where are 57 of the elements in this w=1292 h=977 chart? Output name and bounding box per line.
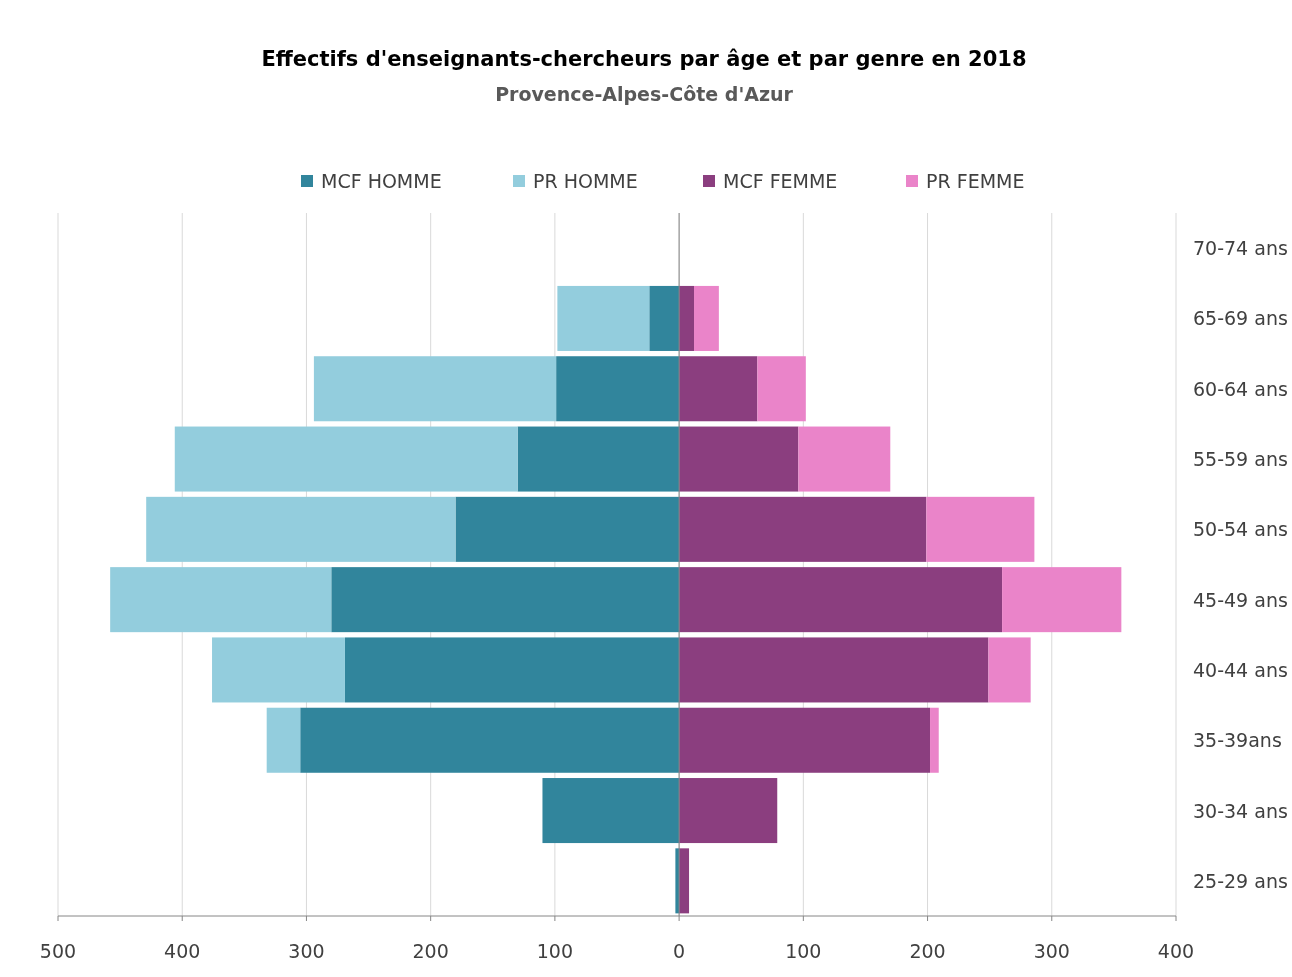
y-tick-label: 60-64 ans (1193, 377, 1288, 400)
bar (110, 567, 332, 633)
y-tick-label: 35-39ans (1193, 729, 1282, 752)
bar (455, 496, 680, 562)
y-tick-label: 70-74 ans (1193, 237, 1288, 260)
bar (146, 496, 456, 562)
x-tick-label: 400 (1157, 940, 1195, 962)
x-tick-label: 0 (673, 940, 686, 962)
y-tick-label: 40-44 ans (1193, 658, 1288, 681)
bar (798, 426, 891, 492)
bar (266, 707, 301, 773)
y-tick-label: 55-59 ans (1193, 448, 1288, 471)
x-tick-label: 300 (1033, 940, 1070, 962)
bar (679, 496, 927, 562)
x-tick-label: 200 (412, 940, 449, 962)
y-tick-label: 50-54 ans (1193, 518, 1288, 541)
x-tick-label: 100 (785, 940, 822, 962)
x-tick-label: 100 (536, 940, 574, 962)
bar (694, 285, 719, 351)
bar (926, 496, 1035, 562)
bar (679, 356, 758, 422)
bar (757, 356, 806, 422)
bar (679, 426, 799, 492)
bar (331, 567, 680, 633)
legend-label: PR HOMME (533, 170, 638, 192)
y-tick-label: 30-34 ans (1193, 799, 1288, 822)
bar (679, 707, 931, 773)
x-tick-label: 300 (288, 940, 325, 962)
bar (313, 356, 557, 422)
bar (344, 637, 680, 703)
x-tick-label: 500 (39, 940, 77, 962)
legend-label: MCF FEMME (723, 170, 838, 192)
bar (557, 285, 650, 351)
y-tick-label: 45-49 ans (1193, 588, 1288, 611)
y-tick-label: 25-29 ans (1193, 869, 1288, 892)
x-tick-label: 400 (164, 940, 201, 962)
legend-label: PR FEMME (926, 170, 1025, 192)
bar (542, 778, 680, 844)
bar (649, 285, 680, 351)
bar (930, 707, 939, 773)
bar (556, 356, 680, 422)
bar (517, 426, 680, 492)
chart-subtitle: Provence-Alpes-Côte d'Azur (495, 83, 794, 105)
bar (679, 848, 690, 914)
bar (679, 567, 1003, 633)
bar (679, 285, 695, 351)
bar (1002, 567, 1122, 633)
bar (679, 637, 989, 703)
x-tick-label: 200 (909, 940, 946, 962)
bar (212, 637, 345, 703)
chart-title: Effectifs d'enseignants-chercheurs par âge et par genre en 2018 (261, 47, 1027, 71)
bar (174, 426, 518, 492)
y-tick-label: 65-69 ans (1193, 307, 1288, 330)
bar (679, 778, 778, 844)
bar (300, 707, 680, 773)
legend-label: MCF HOMME (321, 170, 442, 192)
bar (988, 637, 1031, 703)
